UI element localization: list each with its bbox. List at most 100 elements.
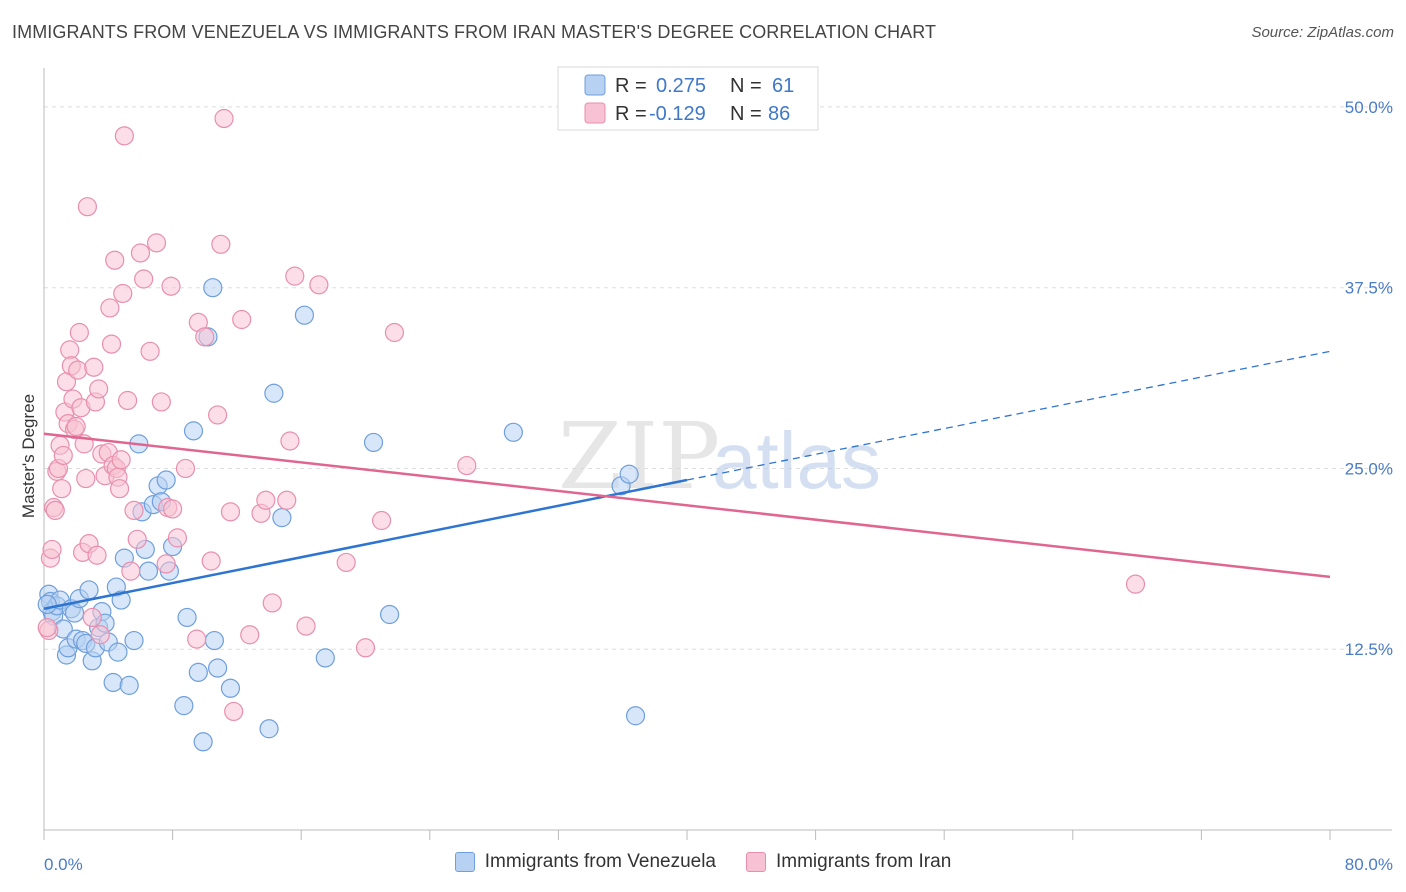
stats-n-label-venezuela: N = [730,75,762,97]
tick-labels: 12.5% 25.0% 37.5% 50.0% 0.0% 80.0% [44,98,1393,874]
stats-r-value-iran: -0.129 [649,103,706,125]
iran-point-2 [42,539,62,560]
venezuela-point-47 [208,658,228,678]
venezuela-point-24 [108,642,128,662]
iran-point-51 [146,233,167,253]
iran-point-56 [163,499,183,519]
iran-point-45 [121,561,141,581]
venezuela-point-25 [111,590,131,610]
venezuela-point-59 [625,706,646,726]
legend-swatch-iran [746,852,766,872]
iran-point-23 [76,468,96,489]
venezuela-point-52 [294,305,315,325]
venezuela-point-28 [124,630,144,651]
source-label: Source: ZipAtlas.com [1251,24,1394,41]
axes [43,68,1392,840]
venezuela-point-22 [103,672,123,693]
venezuela-point-36 [156,470,176,490]
iran-point-19 [69,322,89,343]
iran-point-81 [384,322,405,343]
x-tick-label-1: 80.0% [1345,855,1393,874]
iran-point-75 [285,266,305,286]
iran-point-62 [201,551,221,571]
iran-point-57 [167,528,188,548]
venezuela-point-43 [193,732,213,752]
iran-point-74 [280,431,300,451]
stats-swatch-venezuela [584,74,606,96]
iran-point-40 [109,479,130,499]
iran-point-37 [105,250,125,270]
iran-point-29 [87,545,107,565]
iran-point-8 [52,479,72,499]
stats-r-label-venezuela: R = [615,75,647,97]
iran-point-17 [66,416,86,437]
venezuela-point-58 [619,464,639,484]
iran-point-52 [151,392,171,412]
series-iran-points [37,108,1146,722]
iran-point-66 [220,502,241,522]
iran-point-49 [134,269,154,289]
iran-point-41 [111,450,131,470]
iran-point-53 [156,554,176,574]
venezuela-point-53 [315,648,335,668]
venezuela-trend-extension [686,350,1331,481]
y-tick-label-2: 37.5% [1345,279,1393,298]
iran-point-34 [100,298,120,318]
iran-point-82 [457,455,477,476]
iran-point-77 [309,275,329,295]
iran-point-43 [114,126,134,146]
trend-lines [43,350,1331,610]
iran-point-26 [82,607,102,628]
iran-point-85 [90,625,110,645]
venezuela-point-27 [119,675,139,695]
stats-n-value-venezuela: 61 [772,75,794,97]
iran-trend-line [43,432,1331,579]
iran-point-13 [60,340,80,360]
venezuela-point-15 [79,580,99,600]
iran-point-46 [124,500,144,520]
y-axis-label: Master's Degree [19,394,38,518]
venezuela-point-50 [272,508,292,528]
venezuela-point-48 [220,678,241,698]
venezuela-point-32 [138,561,159,581]
legend-label-venezuela: Immigrants from Venezuela [484,851,716,872]
iran-point-76 [296,616,316,636]
iran-point-69 [240,625,260,645]
iran-point-50 [140,341,160,361]
iran-point-27 [84,357,104,377]
legend-label-iran: Immigrants from Iran [776,851,952,872]
stats-n-value-iran: 86 [768,103,790,125]
x-tick-label-0: 0.0% [44,855,83,874]
iran-point-35 [101,334,122,354]
stats-legend-box: R = 0.275 N = 61 R = -0.129 N = 86 [557,66,819,131]
iran-point-67 [224,701,244,722]
venezuela-point-51 [259,719,279,739]
stats-r-value-venezuela: 0.275 [656,75,706,97]
iran-point-55 [161,276,181,296]
venezuela-point-54 [363,432,384,453]
iran-point-83 [1125,574,1146,594]
stats-r-label-iran: R = [615,103,647,125]
watermark-zip: ZIP [558,403,720,510]
iran-point-18 [68,360,88,380]
venezuela-point-40 [177,607,197,628]
iran-point-30 [89,379,109,399]
iran-point-44 [117,390,138,411]
iran-point-59 [187,629,207,649]
stats-n-label-iran: N = [730,103,762,125]
iran-point-42 [113,283,133,304]
y-tick-label-3: 50.0% [1345,98,1393,117]
iran-point-71 [256,490,276,510]
venezuela-trend-line [43,478,688,610]
iran-point-61 [195,327,215,347]
stats-swatch-iran [584,102,606,124]
iran-point-84 [37,617,57,638]
venezuela-point-39 [174,696,194,716]
venezuela-point-55 [380,604,400,625]
venezuela-point-45 [203,278,223,298]
y-tick-label-0: 12.5% [1345,640,1393,659]
venezuela-point-46 [204,630,224,651]
iran-point-63 [208,405,228,425]
watermark-atlas: atlas [712,416,881,505]
